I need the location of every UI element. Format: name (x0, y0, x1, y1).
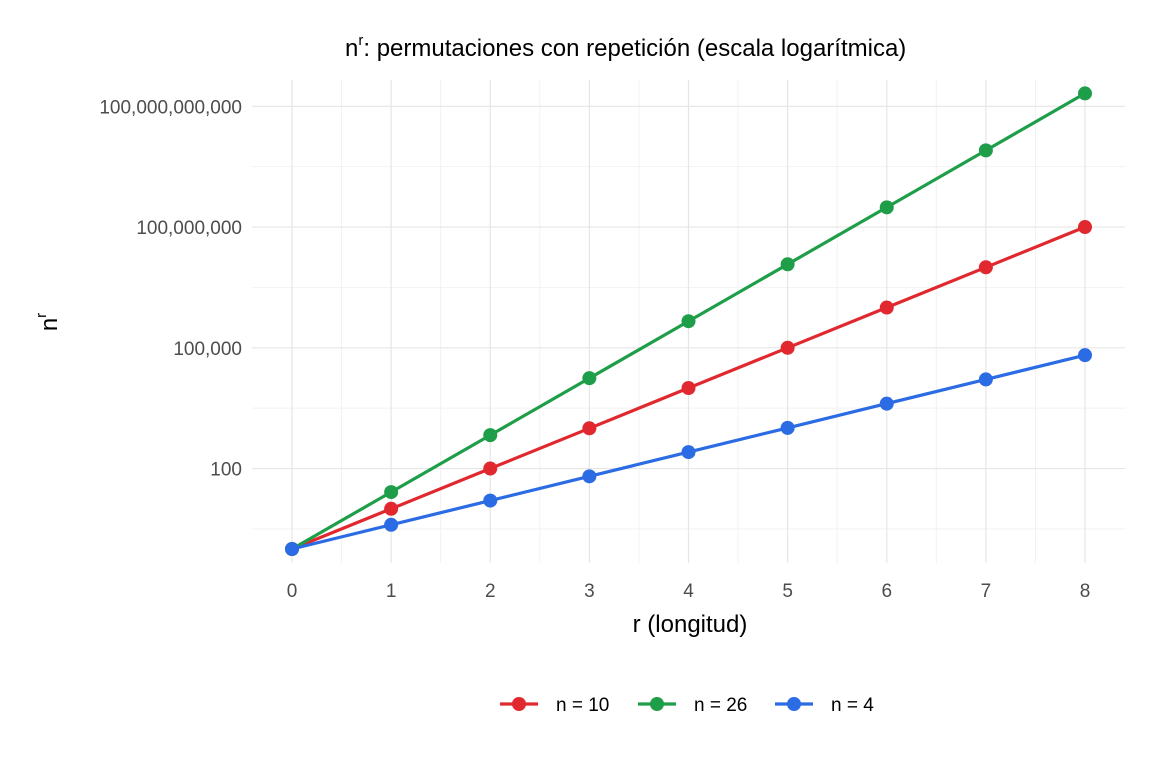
data-point-n-4 (879, 396, 894, 411)
y-axis-label-base: n (36, 318, 63, 331)
data-point-n-26 (483, 428, 498, 443)
data-point-n-26 (582, 371, 597, 386)
legend-swatch-point-n-4 (787, 697, 801, 711)
data-point-n-26 (384, 485, 399, 500)
legend-swatch-point-n-10 (512, 697, 526, 711)
x-tick-label: 6 (881, 581, 892, 602)
data-point-n-4 (681, 445, 696, 460)
data-point-n-10 (483, 461, 498, 476)
x-tick-label: 1 (386, 581, 397, 602)
data-point-n-10 (681, 381, 696, 396)
x-tick-label: 3 (584, 581, 595, 602)
data-point-n-10 (879, 300, 894, 315)
data-point-n-10 (978, 260, 993, 275)
y-tick-label: 100,000,000 (136, 218, 242, 239)
x-tick-label: 4 (683, 581, 694, 602)
x-tick-labels: 0 1 2 3 4 5 6 7 8 (287, 581, 1091, 602)
chart-title-sup: r (358, 32, 363, 49)
data-point-n-4 (285, 542, 299, 557)
chart-title-rest: : permutaciones con repetición (escala l… (363, 35, 906, 62)
y-axis-label: nr (33, 313, 63, 331)
data-point-n-26 (1078, 86, 1092, 101)
x-tick-label: 0 (287, 581, 298, 602)
x-tick-label: 8 (1080, 581, 1091, 602)
chart-title: nr: permutaciones con repetición (escala… (345, 32, 906, 62)
data-point-n-26 (780, 257, 795, 272)
data-point-n-26 (681, 314, 696, 329)
y-tick-label: 100,000 (173, 339, 242, 360)
chart-title-base: n (345, 35, 358, 62)
x-tick-label: 2 (485, 581, 496, 602)
legend-label-n-26: n = 26 (694, 695, 747, 716)
data-point-n-4 (582, 469, 597, 484)
x-tick-label: 7 (981, 581, 992, 602)
data-point-n-4 (1078, 348, 1092, 363)
y-axis-label-sup: r (33, 313, 50, 318)
y-tick-labels: 100 100,000 100,000,000 100,000,000,000 (99, 97, 242, 480)
data-point-n-26 (978, 143, 993, 158)
legend-label-n-4: n = 4 (831, 695, 874, 716)
data-point-n-26 (879, 200, 894, 215)
x-tick-label: 5 (782, 581, 793, 602)
y-tick-label: 100 (210, 460, 242, 481)
series-group (285, 86, 1092, 557)
data-point-n-4 (978, 372, 993, 387)
legend-label-n-10: n = 10 (556, 695, 609, 716)
data-point-n-10 (1078, 220, 1092, 235)
y-tick-label: 100,000,000,000 (99, 97, 242, 118)
legend-swatch-point-n-26 (650, 697, 664, 711)
grid (252, 80, 1125, 563)
data-point-n-10 (582, 421, 597, 436)
legend: n = 10 n = 26 n = 4 (500, 695, 874, 716)
data-point-n-4 (780, 420, 795, 435)
data-point-n-10 (780, 340, 795, 355)
data-point-n-4 (483, 493, 498, 508)
data-point-n-10 (384, 501, 399, 516)
x-axis-label: r (longitud) (633, 611, 748, 638)
data-point-n-4 (384, 517, 399, 532)
